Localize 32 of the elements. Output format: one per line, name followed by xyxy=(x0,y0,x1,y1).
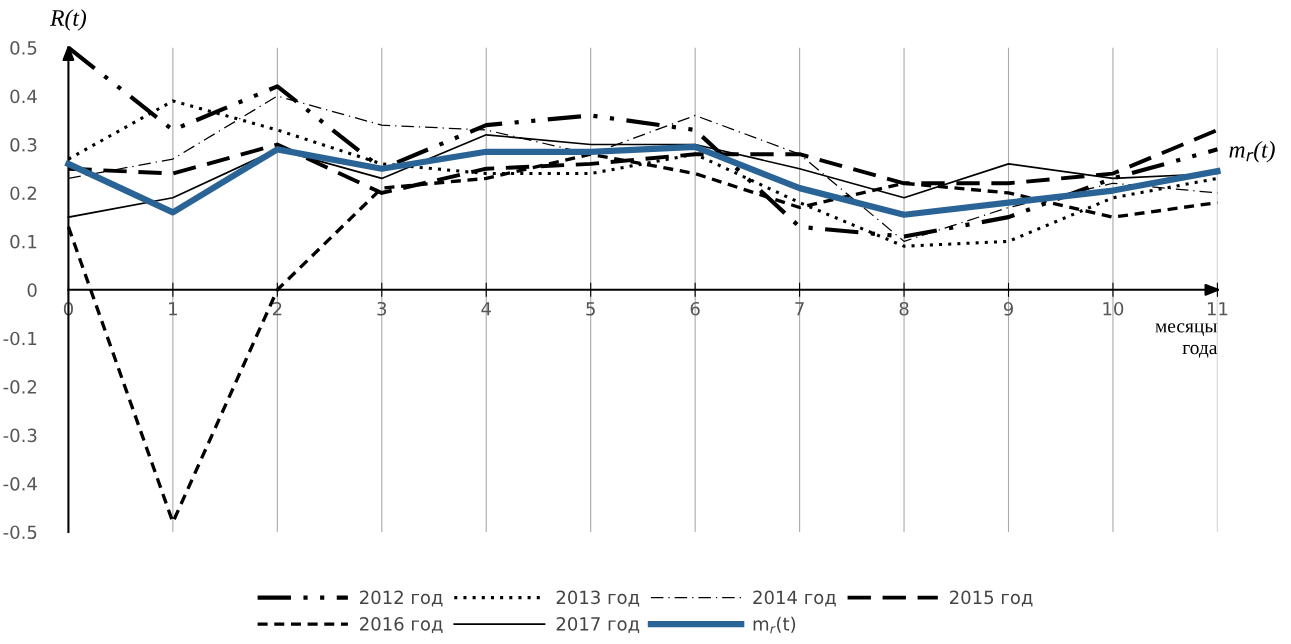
x-tick-label: 5 xyxy=(586,302,595,316)
x-tick-label: 3 xyxy=(377,301,387,316)
y-tick-label: -0.1 xyxy=(3,331,37,346)
x-tick-label: 4 xyxy=(481,302,491,316)
x-tick-label: 6 xyxy=(690,301,700,316)
x-tick-label: 9 xyxy=(1003,301,1013,316)
y-tick-label: 0.1 xyxy=(10,234,37,249)
y-tick-label: -0.5 xyxy=(3,525,37,540)
legend-label: 2017 год xyxy=(556,617,640,633)
x-axis-title: месяцы года xyxy=(1155,323,1218,358)
y-tick-label: -0.3 xyxy=(3,428,37,443)
x-tick-label: 11 xyxy=(1207,302,1228,316)
legend-label: 2013 год xyxy=(556,590,640,607)
y-axis-title: R(t) xyxy=(49,9,87,31)
y-tick-label: 0 xyxy=(27,283,37,297)
y-tick-label: 0.2 xyxy=(10,186,37,201)
x-tick-label: 1 xyxy=(169,302,177,316)
y-tick-label: -0.4 xyxy=(3,476,37,491)
y-tick-label: 0.4 xyxy=(10,89,37,104)
y-tick-label: -0.2 xyxy=(3,380,37,394)
legend-label: 2015 год xyxy=(950,590,1033,607)
x-tick-label: 7 xyxy=(795,302,804,316)
x-tick-label: 8 xyxy=(899,301,909,316)
x-tick-label: 10 xyxy=(1103,301,1124,316)
annotation: m$_{r}$(t) xyxy=(1229,141,1275,163)
legend-label: 2012 год xyxy=(360,590,443,607)
x-tick-label: 2 xyxy=(272,301,282,316)
y-tick-label: 0.5 xyxy=(10,41,37,55)
legend-label: 2014 год xyxy=(753,590,836,607)
legend-label: m$_{r}$(t) xyxy=(753,616,796,634)
y-tick-label: 0.3 xyxy=(10,137,37,152)
legend-label: 2016 год xyxy=(360,617,443,633)
